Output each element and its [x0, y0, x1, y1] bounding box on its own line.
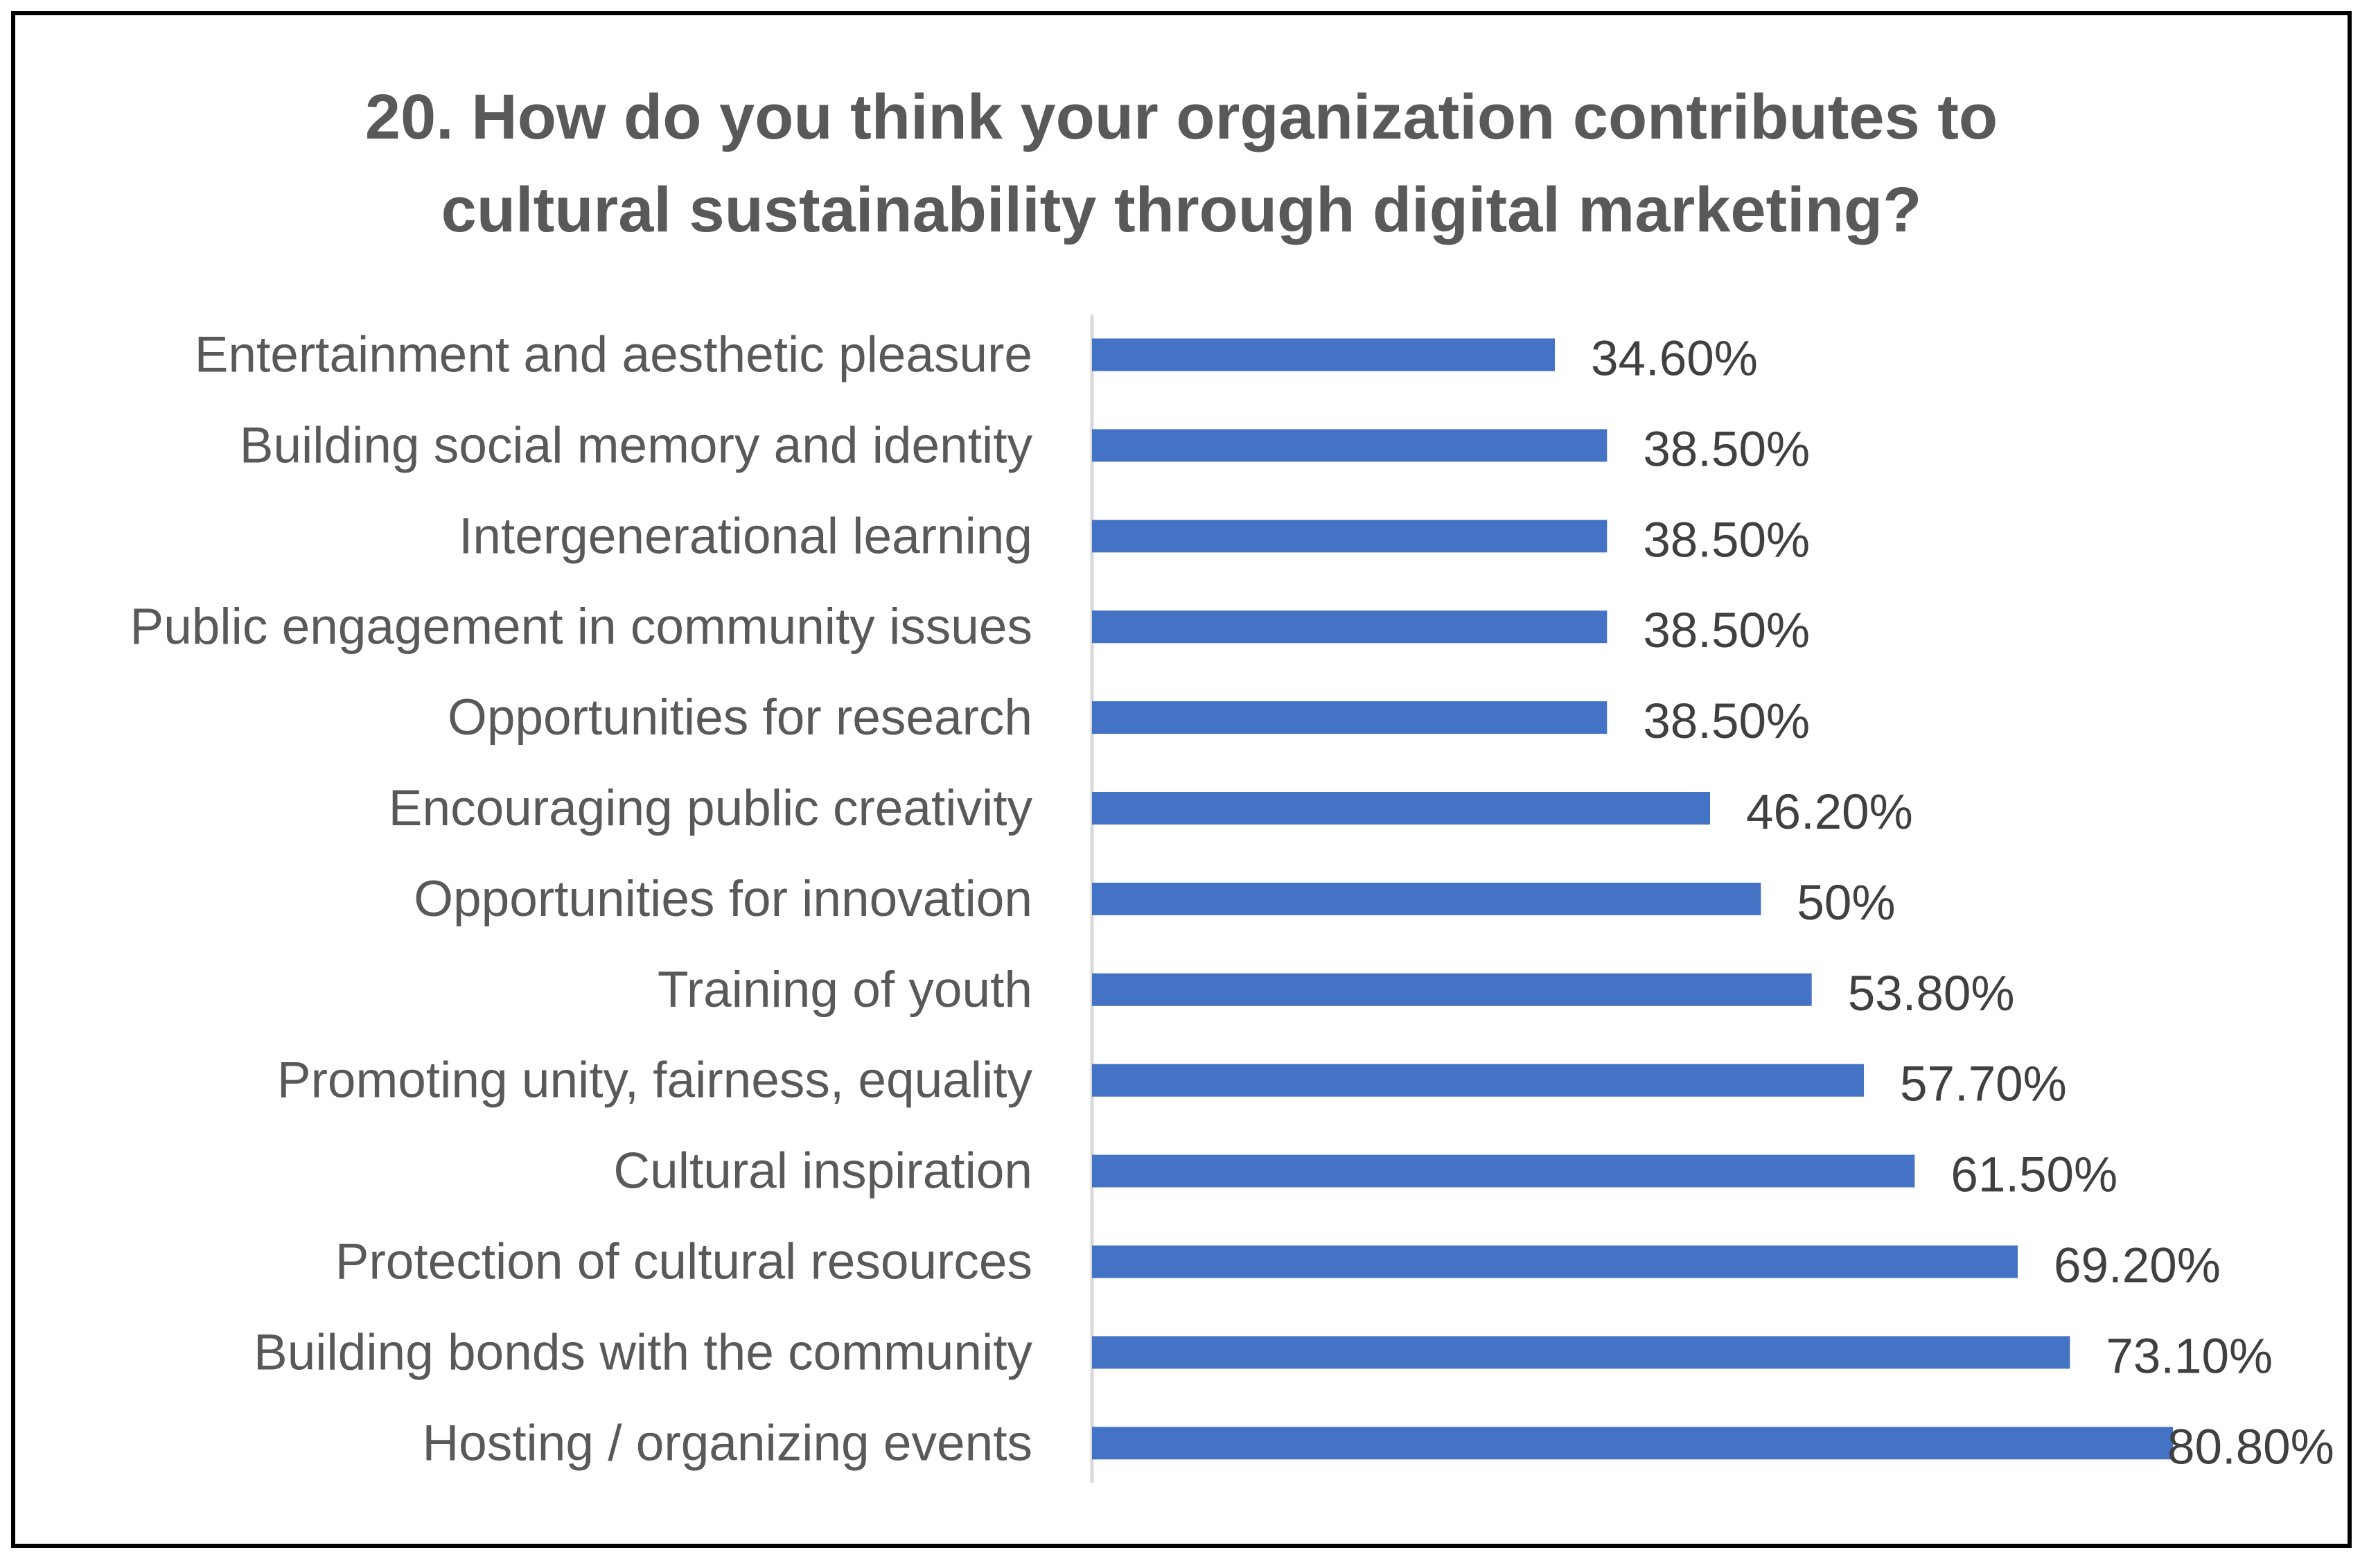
value-label: 69.20% — [2054, 1239, 2221, 1294]
bar — [1092, 1427, 2173, 1460]
bar — [1092, 701, 1608, 734]
bar — [1092, 792, 1710, 825]
value-label: 38.50% — [1643, 694, 1810, 749]
category-label: Encouraging public creativity — [389, 780, 1033, 836]
category-label: Building social memory and identity — [240, 417, 1033, 473]
bar — [1092, 1336, 2070, 1369]
category-label: Protection of cultural resources — [335, 1234, 1032, 1290]
category-label: Opportunities for research — [448, 689, 1032, 746]
value-label: 73.10% — [2106, 1329, 2273, 1384]
category-label: Hosting / organizing events — [422, 1415, 1032, 1471]
category-label: Intergenerational learning — [459, 508, 1032, 564]
chart-title: 20. How do you think your organization c… — [15, 71, 2348, 256]
category-label: Training of youth — [658, 962, 1032, 1018]
category-label: Opportunities for innovation — [414, 871, 1032, 927]
value-label: 34.60% — [1591, 332, 1758, 387]
bar — [1092, 429, 1608, 462]
category-label: Promoting unity, fairness, equality — [277, 1052, 1033, 1109]
chart-title-line-1: 20. How do you think your organization c… — [364, 82, 1998, 152]
category-label: Cultural inspiration — [613, 1143, 1032, 1199]
bar — [1092, 1154, 1915, 1188]
chart-title-line-2: cultural sustainability through digital … — [441, 175, 1922, 245]
category-label: Public engagement in community issues — [130, 599, 1033, 655]
value-label: 46.20% — [1746, 785, 1913, 840]
chart-frame: 20. How do you think your organization c… — [11, 11, 2352, 1548]
bar — [1092, 1064, 1865, 1097]
bar — [1092, 882, 1761, 915]
bar — [1092, 338, 1556, 371]
bar — [1092, 973, 1812, 1006]
value-label: 38.50% — [1643, 513, 1810, 567]
value-label: 38.50% — [1643, 604, 1810, 658]
value-label: 38.50% — [1643, 422, 1810, 477]
value-label: 57.70% — [1900, 1057, 2067, 1112]
category-label: Entertainment and aesthetic pleasure — [195, 327, 1032, 383]
bar — [1092, 520, 1608, 553]
category-label: Building bonds with the community — [254, 1324, 1032, 1380]
value-label: 53.80% — [1848, 967, 2015, 1021]
bar — [1092, 1245, 2018, 1278]
value-label: 50% — [1797, 876, 1895, 931]
value-label: 80.80% — [2167, 1420, 2334, 1474]
value-label: 61.50% — [1950, 1148, 2117, 1203]
bar — [1092, 610, 1608, 644]
